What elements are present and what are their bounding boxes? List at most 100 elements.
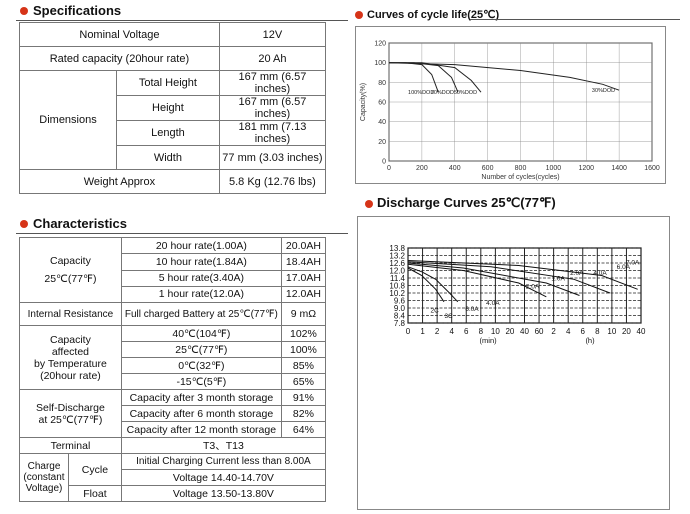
x-tick-label: 6 — [464, 327, 469, 336]
y-tick-label: 7.8 — [394, 319, 406, 328]
self-discharge-period: Capacity after 6 month storage — [120, 405, 282, 422]
series-label: 50%DOD — [454, 90, 477, 96]
cycle-life-title: Curves of cycle life(25℃) — [355, 8, 499, 21]
dimension-row-value: 167 mm (6.57 inches) — [218, 70, 327, 96]
curve-label: 4.0A — [593, 270, 607, 277]
rated-capacity-label: Rated capacity (20hour rate) — [19, 46, 220, 71]
x-unit-label: (min) — [480, 336, 498, 345]
series-line — [388, 62, 620, 91]
capacity-value: 12.0AH — [280, 285, 327, 304]
x-tick-label: 400 — [449, 165, 461, 172]
series-line — [407, 261, 611, 294]
dimension-row-value: 167 mm (6.57 inches) — [218, 95, 327, 121]
curve-label: 2.0A — [526, 284, 540, 291]
series-line — [389, 62, 459, 93]
self-discharge-value: 64% — [280, 421, 327, 438]
heading-rule — [136, 20, 348, 21]
discharge-chart: 0 1 2 4 6 8 10 20 40 60 2 4 6 8 10 20 4013.813.212.612.0… — [389, 244, 646, 345]
x-tick-label: 40 — [637, 327, 646, 336]
heading-rule — [146, 233, 348, 234]
temperature-label: Capacity affected by Temperature (20hour… — [19, 325, 122, 390]
dimension-row-label: Length — [116, 120, 220, 146]
y-tick-label: 11.4 — [390, 274, 406, 283]
x-tick-label: 600 — [482, 165, 494, 172]
x-tick-label: 8 — [479, 327, 484, 336]
capacity-rate: 1 hour rate(12.0A) — [120, 285, 282, 304]
capacity-value: 17.0AH — [280, 269, 327, 287]
series-line — [407, 263, 547, 298]
x-tick-label: 4 — [566, 327, 571, 336]
y-tick-label: 10.8 — [389, 282, 405, 291]
y-tick-label: 8.4 — [394, 312, 406, 321]
curve-label: 2.0A — [570, 270, 584, 277]
self-discharge-label: Self-Discharge at 25℃(77℉) — [19, 389, 122, 438]
bullet-icon — [365, 199, 373, 208]
internal-resistance-label: Internal Resistance — [19, 302, 122, 326]
x-tick-label: 1600 — [644, 165, 660, 172]
capacity-label: Capacity 25℃(77℉) — [19, 237, 122, 303]
cycle-current: Initial Charging Current less than 8.00A — [120, 453, 327, 470]
cycle-voltage: Voltage 14.40-14.70V — [120, 469, 327, 486]
x-tick-label: 2 — [435, 327, 440, 336]
dimension-row-value: 181 mm (7.13 inches) — [218, 120, 327, 146]
x-tick-label: 1200 — [578, 165, 594, 172]
series-label: 100%DOD — [408, 90, 434, 96]
float-voltage: Voltage 13.50-13.80V — [120, 485, 327, 502]
weight-label: Weight Approx — [19, 169, 220, 194]
series-label: 70%DOD — [431, 90, 454, 96]
series-line — [407, 266, 459, 303]
x-tick-label: 800 — [515, 165, 527, 172]
x-unit-label: (h) — [585, 336, 595, 345]
curve-label: 4.0A — [486, 300, 500, 307]
series-line — [407, 262, 580, 296]
temperature-value: 85% — [280, 357, 327, 374]
x-tick-label: 60 — [535, 327, 544, 336]
x-tick-label: 10 — [491, 327, 500, 336]
characteristics-table: Capacity 25℃(77℉) 20 hour rate(1.00A) 20… — [19, 236, 327, 502]
specifications-table: Nominal Voltage 12V Rated capacity (20ho… — [19, 22, 327, 194]
series-line — [389, 62, 439, 93]
y-tick-label: 120 — [374, 41, 386, 48]
series-line — [407, 260, 638, 290]
self-discharge-period: Capacity after 12 month storage — [120, 421, 282, 438]
x-tick-label: 4 — [449, 327, 454, 336]
capacity-rate: 20 hour rate(1.00A) — [120, 236, 282, 255]
bullet-icon — [355, 11, 363, 20]
cycle-life-chart: 0 200 400 600 800 1000 1200 1400 1600 0 20 40 60 80 10… — [360, 41, 660, 182]
dimensions-label: Dimensions — [19, 70, 117, 170]
x-tick-label: 20 — [622, 327, 631, 336]
series-line — [389, 62, 482, 93]
x-tick-label: 20 — [505, 327, 514, 336]
capacity-rate: 5 hour rate(3.40A) — [120, 269, 282, 287]
curve-label: 1.0A — [551, 275, 565, 282]
specifications-heading: Specifications — [16, 2, 351, 21]
y-tick-label: 40 — [378, 119, 386, 126]
curve-label: 6.0A — [465, 306, 479, 313]
series-line — [407, 267, 445, 303]
bullet-icon — [20, 7, 28, 16]
x-tick-label: 2 — [551, 327, 556, 336]
temperature-value: 100% — [280, 341, 327, 358]
y-tick-label: 20 — [378, 139, 386, 146]
charge-label: Charge (constant Voltage) — [19, 453, 69, 502]
cycle-label: Cycle — [68, 453, 122, 486]
x-tick-label: 1400 — [611, 165, 627, 172]
x-tick-label: 0 — [387, 165, 391, 172]
temperature-condition: 40℃(104℉) — [120, 325, 282, 342]
y-axis-label: Capacity(%) — [360, 83, 367, 121]
discharge-panel: 0 1 2 4 6 8 10 20 40 60 2 4 6 8 10 20 40 13.8 13.2 12.6 12.0… — [357, 216, 670, 510]
y-tick-label: 100 — [374, 60, 386, 67]
nominal-voltage-label: Nominal Voltage — [19, 22, 220, 47]
self-discharge-period: Capacity after 3 month storage — [120, 389, 282, 406]
dimension-row-value: 77 mm (3.03 inches) — [218, 145, 327, 170]
x-tick-label: 40 — [520, 327, 529, 336]
x-tick-label: 1 — [420, 327, 425, 336]
self-discharge-value: 91% — [280, 389, 327, 406]
internal-resistance-condition: Full charged Battery at 25℃(77℉) — [120, 302, 282, 326]
x-tick-label: 6 — [581, 327, 586, 336]
temperature-condition: -15℃(5℉) — [120, 373, 282, 390]
temperature-value: 102% — [280, 325, 327, 342]
cycle-life-panel: 0 200 400 600 800 1000 1200 1400 1600 0 20 40 60 80 10… — [355, 26, 666, 184]
heading-rule — [16, 233, 146, 234]
internal-resistance-value: 9 mΩ — [280, 302, 327, 326]
